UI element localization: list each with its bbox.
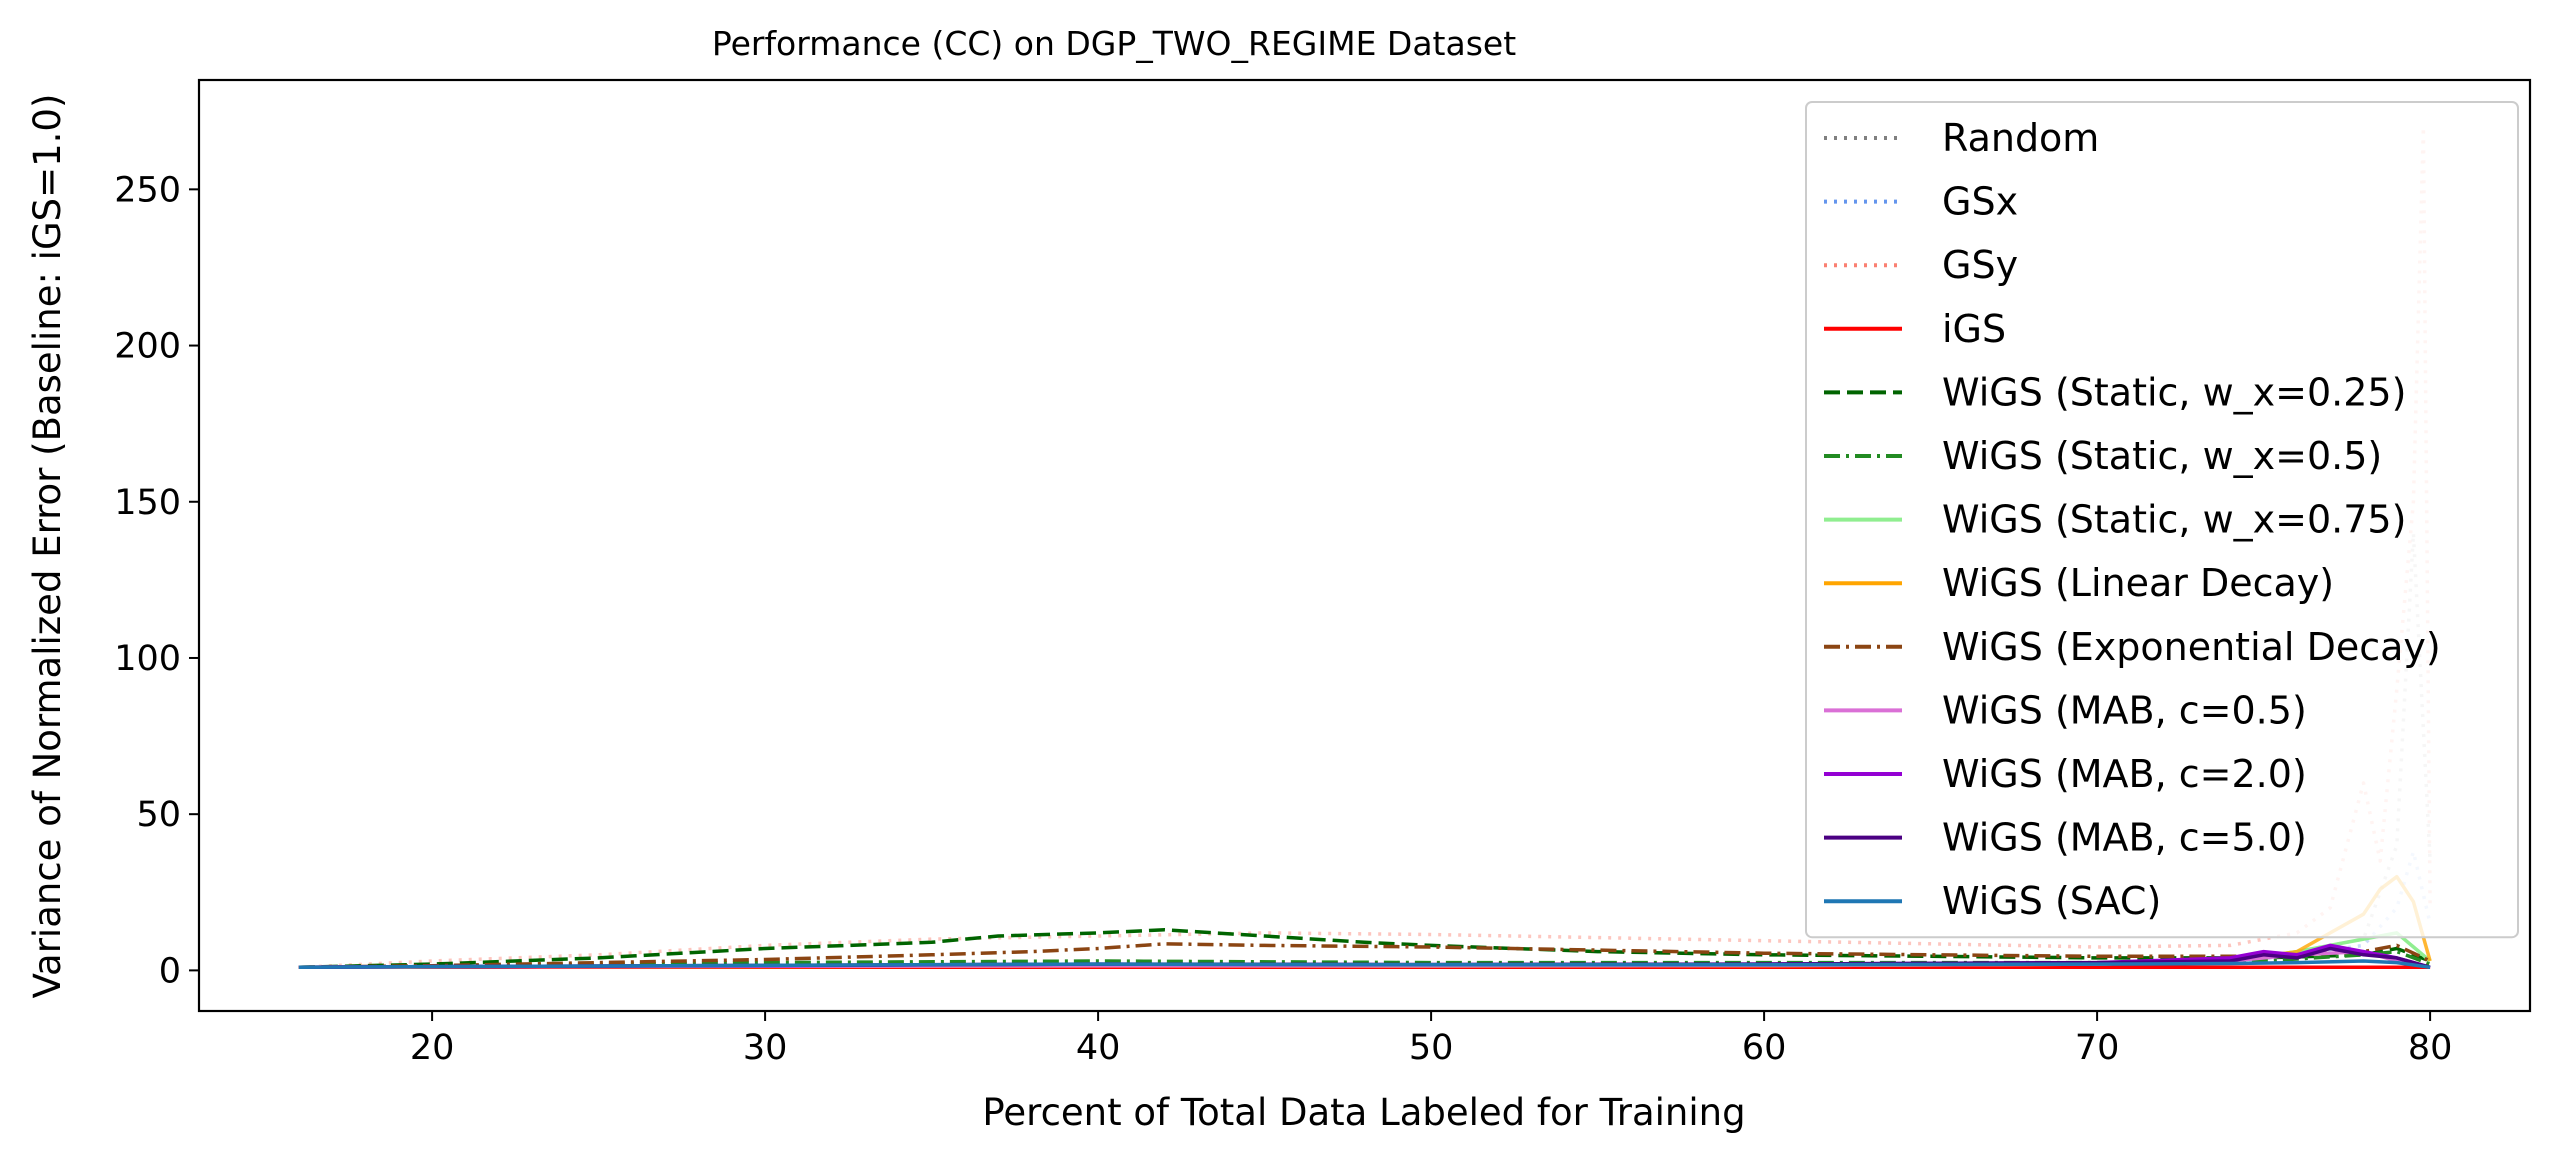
x-tick-label: 30 — [743, 1028, 788, 1068]
legend-label-wigs-static-w-x-0-5: WiGS (Static, w_x=0.5) — [1942, 434, 2382, 478]
legend: Random GSx GSy iGS WiGS (Static, w_x=0.25) Wi… — [1805, 101, 2519, 939]
y-tick-label: 250 — [114, 170, 181, 210]
x-tick-label: 40 — [1076, 1028, 1121, 1068]
x-tick-label: 50 — [1409, 1028, 1454, 1068]
legend-label-wigs-linear-decay: WiGS (Linear Decay) — [1942, 561, 2334, 605]
legend-label-wigs-mab-c-2-0: WiGS (MAB, c=2.0) — [1942, 752, 2307, 796]
legend-label-wigs-static-w-x-0-75: WiGS (Static, w_x=0.75) — [1942, 498, 2406, 542]
y-tick-label: 150 — [114, 483, 181, 523]
legend-label-igs: iGS — [1942, 307, 2006, 351]
legend-label-wigs-exponential-decay: WiGS (Exponential Decay) — [1942, 625, 2441, 669]
y-tick-label: 100 — [114, 639, 181, 679]
x-axis: 20 30 40 50 60 70 80 — [410, 1011, 2453, 1068]
x-tick-label: 80 — [2408, 1028, 2453, 1068]
legend-label-wigs-sac: WiGS (SAC) — [1942, 879, 2161, 923]
legend-box — [1805, 101, 2519, 939]
chart-title: Performance (CC) on DGP_TWO_REGIME Datas… — [712, 24, 1516, 63]
y-axis-label: Variance of Normalized Error (Baseline: … — [26, 94, 69, 999]
y-axis: 0 50 100 150 200 250 — [114, 170, 199, 991]
y-tick-label: 200 — [114, 327, 181, 367]
legend-label-gsx: GSx — [1942, 180, 2018, 224]
y-tick-label: 50 — [136, 795, 181, 835]
legend-label-wigs-mab-c-5-0: WiGS (MAB, c=5.0) — [1942, 816, 2307, 860]
legend-label-gsy: GSy — [1942, 243, 2018, 287]
series-line-wigs-exponential-decay — [298, 942, 2431, 970]
legend-label-wigs-static-w-x-0-25: WiGS (Static, w_x=0.25) — [1942, 370, 2406, 414]
series-line-wigs-sac — [298, 959, 2431, 970]
legend-label-wigs-mab-c-0-5: WiGS (MAB, c=0.5) — [1942, 688, 2307, 732]
plot-frame — [197, 78, 2532, 1013]
series-line-gsy — [298, 125, 2432, 970]
y-tick-label: 0 — [159, 951, 181, 991]
x-tick-label: 60 — [1742, 1028, 1787, 1068]
legend-label-random: Random — [1942, 116, 2099, 160]
x-tick-label: 20 — [410, 1028, 455, 1068]
x-axis-label: Percent of Total Data Labeled for Traini… — [982, 1091, 1745, 1134]
x-tick-label: 70 — [2075, 1028, 2120, 1068]
